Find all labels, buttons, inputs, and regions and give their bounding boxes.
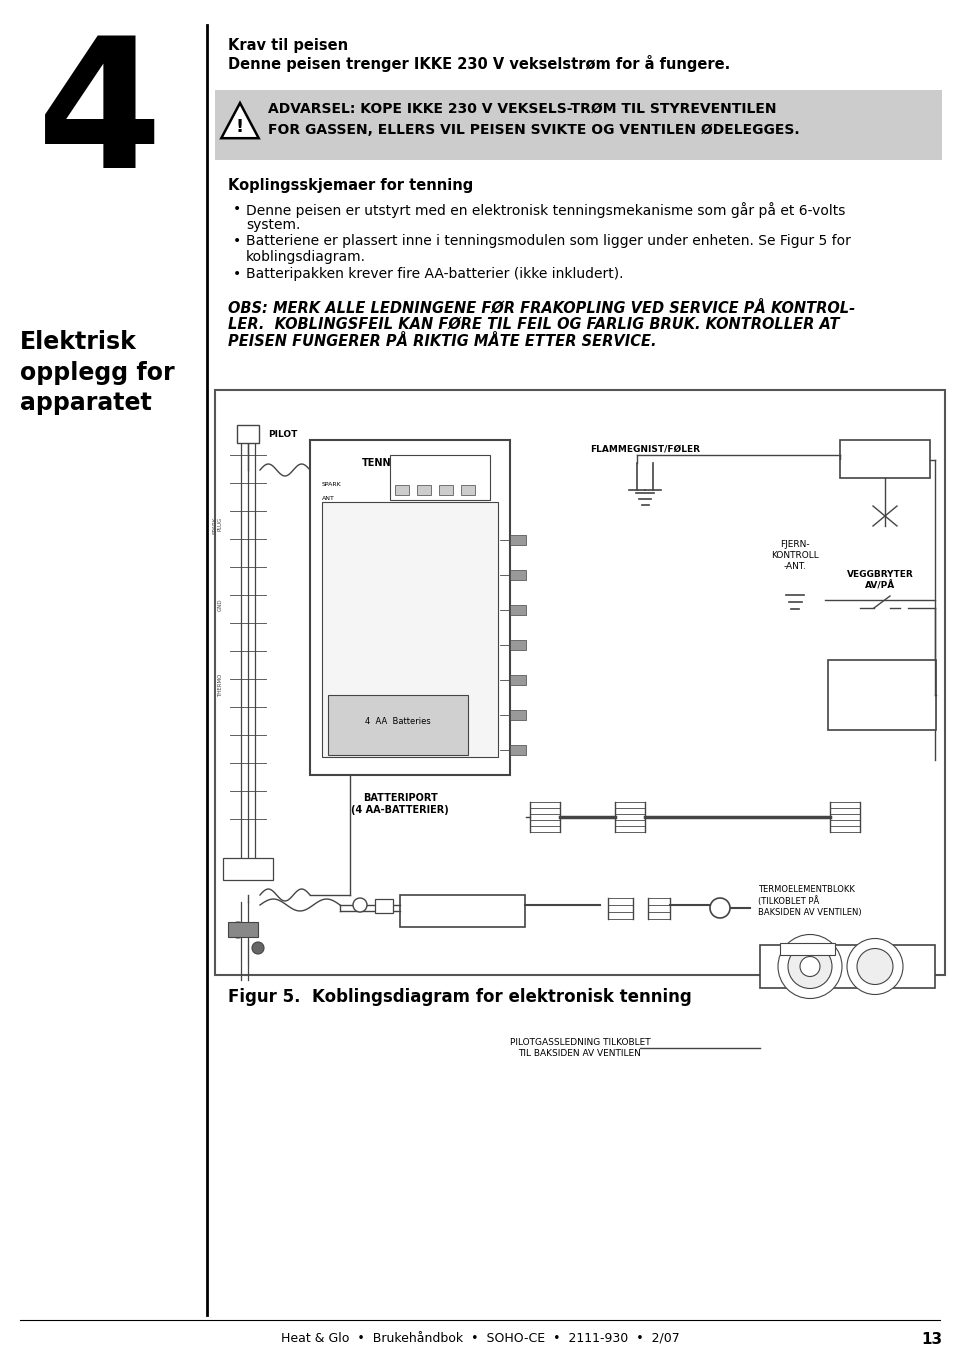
Polygon shape <box>222 103 258 138</box>
Text: FOR GASSEN, ELLERS VIL PEISEN SVIKTE OG VENTILEN ØDELEGGES.: FOR GASSEN, ELLERS VIL PEISEN SVIKTE OG … <box>268 123 800 137</box>
Bar <box>322 502 498 757</box>
Circle shape <box>353 898 367 913</box>
Text: Batteriene er plassert inne i tenningsmodulen som ligger under enheten. Se Figur: Batteriene er plassert inne i tenningsmo… <box>246 235 851 248</box>
Bar <box>237 424 259 443</box>
Text: !: ! <box>236 118 244 136</box>
Text: FLAMMEGNIST/FØLER: FLAMMEGNIST/FØLER <box>590 445 700 454</box>
Bar <box>310 439 510 776</box>
Bar <box>510 675 526 685</box>
Bar <box>417 485 431 495</box>
Text: Heat & Glo  •  Brukehåndbok  •  SOHO-CE  •  2111-930  •  2/07: Heat & Glo • Brukehåndbok • SOHO-CE • 21… <box>280 1332 680 1345</box>
Text: SPARK
PLUG: SPARK PLUG <box>212 517 223 534</box>
Text: FJERN-
KONTROLL
-ANT.: FJERN- KONTROLL -ANT. <box>771 540 819 571</box>
Text: Elektrisk
opplegg for
apparatet: Elektrisk opplegg for apparatet <box>20 330 175 415</box>
Circle shape <box>857 948 893 984</box>
Bar <box>228 922 258 937</box>
Text: 4: 4 <box>37 30 163 206</box>
Text: GND: GND <box>218 599 223 612</box>
Bar <box>400 895 525 928</box>
Text: koblingsdiagram.: koblingsdiagram. <box>246 250 366 264</box>
Bar <box>510 744 526 755</box>
Text: OBS: MERK ALLE LEDNINGENE FØR FRAKOPLING VED SERVICE PÅ KONTROL-: OBS: MERK ALLE LEDNINGENE FØR FRAKOPLING… <box>228 300 855 316</box>
Bar <box>390 456 490 500</box>
Bar <box>223 858 273 880</box>
Text: Batteripakken krever fire AA-batterier (ikke inkludert).: Batteripakken krever fire AA-batterier (… <box>246 267 623 281</box>
Bar <box>461 485 475 495</box>
Bar <box>215 391 945 975</box>
Circle shape <box>788 945 832 989</box>
Text: TENNINGSMODUL
6VDC: TENNINGSMODUL 6VDC <box>362 458 458 480</box>
Circle shape <box>230 922 246 938</box>
Text: VENTIL: VENTIL <box>866 454 904 464</box>
Text: PEISEN FUNGERER PÅ RIKTIG MÅTE ETTER SERVICE.: PEISEN FUNGERER PÅ RIKTIG MÅTE ETTER SER… <box>228 334 657 348</box>
Text: LER.  KOBLINGSFEIL KAN FØRE TIL FEIL OG FARLIG BRUK. KONTROLLER AT: LER. KOBLINGSFEIL KAN FØRE TIL FEIL OG F… <box>228 317 839 332</box>
Text: •: • <box>233 202 241 216</box>
Bar <box>510 570 526 580</box>
Text: TERMOELEMENTBLOKK
(TILKOBLET PÅ
BAKSIDEN AV VENTILEN): TERMOELEMENTBLOKK (TILKOBLET PÅ BAKSIDEN… <box>758 885 862 918</box>
Bar <box>840 439 930 479</box>
Text: VENTIL: VENTIL <box>821 970 859 980</box>
Text: TENNINGSMODUL
6VDC: TENNINGSMODUL 6VDC <box>837 685 927 705</box>
Text: PILOT: PILOT <box>268 430 298 439</box>
Bar <box>215 89 942 160</box>
Text: THERMO: THERMO <box>218 674 223 697</box>
Text: •: • <box>233 235 241 248</box>
Text: VEGGBRYTER
AV/PÅ: VEGGBRYTER AV/PÅ <box>847 570 913 591</box>
Text: Koplingsskjemaer for tenning: Koplingsskjemaer for tenning <box>228 178 473 193</box>
Circle shape <box>252 942 264 955</box>
Bar <box>510 605 526 616</box>
Bar <box>760 945 935 989</box>
Bar <box>510 640 526 650</box>
Bar <box>395 485 409 495</box>
Bar <box>828 660 936 730</box>
Circle shape <box>847 938 903 994</box>
Text: ANT: ANT <box>322 496 335 500</box>
Circle shape <box>778 934 842 998</box>
Bar <box>510 536 526 545</box>
Text: 4  AA  Batteries: 4 AA Batteries <box>365 717 431 727</box>
Text: Figur 5.  Koblingsdiagram for elektronisk tenning: Figur 5. Koblingsdiagram for elektronisk… <box>228 989 692 1006</box>
Bar <box>375 899 393 913</box>
Text: BATTERIPORT
(4 AA-BATTERIER): BATTERIPORT (4 AA-BATTERIER) <box>351 793 449 815</box>
Bar <box>439 485 453 495</box>
Text: system.: system. <box>246 218 300 232</box>
Circle shape <box>710 898 730 918</box>
Text: •: • <box>233 267 241 281</box>
Text: Denne peisen er utstyrt med en elektronisk tenningsmekanisme som går på et 6-vol: Denne peisen er utstyrt med en elektroni… <box>246 202 846 218</box>
Bar <box>780 942 835 955</box>
Text: 13: 13 <box>921 1332 942 1347</box>
Text: AV/PÅ-BRYTER: AV/PÅ-BRYTER <box>423 906 502 917</box>
Text: Denne peisen trenger IKKE 230 V vekselstrøm for å fungere.: Denne peisen trenger IKKE 230 V vekselst… <box>228 56 731 72</box>
Bar <box>510 711 526 720</box>
Text: TC: TC <box>322 510 330 515</box>
Text: SPARK: SPARK <box>322 481 342 487</box>
Text: Krav til peisen: Krav til peisen <box>228 38 348 53</box>
Circle shape <box>800 956 820 976</box>
Text: ADVARSEL: KOPE IKKE 230 V VEKSELS-TRØM TIL STYREVENTILEN: ADVARSEL: KOPE IKKE 230 V VEKSELS-TRØM T… <box>268 102 777 117</box>
Bar <box>328 696 468 755</box>
Text: PILOTGASSLEDNING TILKOBLET
TIL BAKSIDEN AV VENTILEN: PILOTGASSLEDNING TILKOBLET TIL BAKSIDEN … <box>510 1037 650 1058</box>
